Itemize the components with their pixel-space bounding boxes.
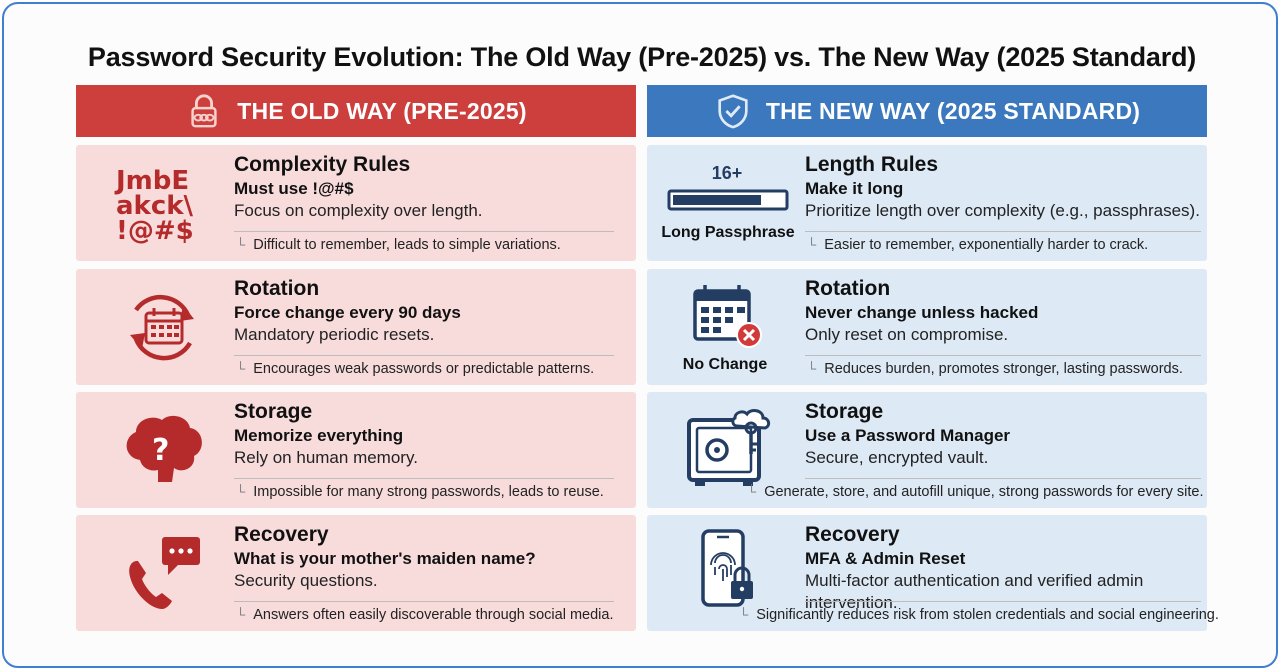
card-subheading: Must use !@#$ [234, 179, 354, 198]
glyph-line-2: akck\ [116, 191, 194, 221]
note-arrow-icon: └ [236, 484, 246, 499]
card-note-text: Difficult to remember, leads to simple v… [253, 237, 561, 253]
safe-cloud-key-icon [659, 398, 799, 502]
svg-text:?: ? [152, 433, 169, 468]
note-arrow-icon: └ [807, 361, 817, 376]
new-recovery-card: Recovery MFA & Admin Reset Multi-factor … [647, 515, 1219, 631]
glyph-line-1: JmbE [114, 166, 189, 196]
note-arrow-icon: └ [236, 607, 246, 622]
divider [805, 231, 1201, 232]
page-title: Password Security Evolution: The Old Way… [87, 42, 1197, 72]
complexity-characters-icon: JmbE akck\ !@#$ [88, 151, 228, 255]
card-note-text: Answers often easily discoverable throug… [253, 607, 614, 623]
divider [234, 601, 614, 602]
card-note-text: Significantly reduces risk from stolen c… [756, 607, 1219, 623]
new-way-header-label: THE NEW WAY (2025 STANDARD) [765, 97, 1141, 124]
divider [234, 355, 614, 356]
card-note: └ Generate, store, and autofill unique, s… [747, 484, 1203, 500]
note-arrow-icon: └ [807, 237, 817, 252]
old-rotation-card: Rotation Force change every 90 days Mand… [76, 269, 636, 385]
card-description: Secure, encrypted vault. [805, 448, 989, 467]
card-description: Mandatory periodic resets. [234, 325, 435, 344]
padlock-chain-icon [191, 94, 217, 128]
new-rotation-card: No Change Rotation Never change unless h… [647, 269, 1207, 385]
card-subheading: Memorize everything [234, 426, 404, 445]
note-arrow-icon: └ [236, 237, 246, 252]
card-description: Multi-factor authentication and verified… [805, 571, 1144, 612]
new-storage-card: Storage Use a Password Manager Secure, e… [647, 392, 1207, 508]
old-complexity-card: JmbE akck\ !@#$ Complexity Rules Must us… [76, 145, 636, 261]
length-count-label: 16+ [712, 163, 743, 183]
card-description: Prioritize length over complexity (e.g.,… [805, 201, 1200, 220]
card-description: Only reset on compromise. [805, 325, 1009, 344]
card-note: └ Encourages weak passwords or predictabl… [236, 361, 594, 377]
old-way-header: THE OLD WAY (PRE-2025) [76, 85, 636, 137]
divider [805, 355, 1201, 356]
shield-check-icon [718, 94, 748, 129]
card-description: Rely on human memory. [234, 448, 418, 467]
old-storage-card: ? Storage Memorize everything Rely on hu… [76, 392, 636, 508]
card-heading: Storage [234, 400, 313, 423]
phone-fingerprint-lock-icon [659, 521, 799, 625]
card-note: └ Difficult to remember, leads to simple … [236, 237, 561, 253]
old-recovery-card: Recovery What is your mother's maiden na… [76, 515, 636, 631]
calendar-rotate-icon [88, 275, 228, 379]
old-way-header-label: THE OLD WAY (PRE-2025) [237, 97, 527, 124]
card-subheading: What is your mother's maiden name? [234, 549, 536, 568]
divider [234, 478, 614, 479]
length-caption: Long Passphrase [661, 224, 794, 241]
phone-chat-icon [88, 521, 228, 625]
new-way-column: THE NEW WAY (2025 STANDARD) 16+ Long Pas… [647, 85, 1219, 631]
card-subheading: Make it long [805, 179, 904, 198]
length-bar-fill [673, 195, 761, 205]
note-arrow-icon: └ [739, 607, 749, 622]
card-note-text: Reduces burden, promotes stronger, lasti… [824, 361, 1183, 377]
card-subheading: Never change unless hacked [805, 303, 1039, 322]
no-change-caption: No Change [683, 356, 768, 373]
card-heading: Complexity Rules [234, 153, 411, 176]
card-description: Focus on complexity over length. [234, 201, 483, 220]
brain-question-icon: ? [88, 398, 228, 502]
glyph-line-3: !@#$ [116, 216, 194, 246]
card-note: └ Reduces burden, promotes stronger, last… [807, 361, 1183, 377]
card-note: └ Answers often easily discoverable throu… [236, 607, 614, 623]
old-way-column: THE OLD WAY (PRE-2025) JmbE akck\ !@#$ C… [76, 85, 636, 631]
card-heading: Storage [805, 400, 884, 423]
card-heading: Rotation [805, 277, 891, 300]
divider [234, 231, 614, 232]
new-way-header: THE NEW WAY (2025 STANDARD) [647, 85, 1207, 137]
length-bar-icon: 16+ Long Passphrase [659, 151, 799, 255]
card-heading: Recovery [805, 523, 900, 546]
note-arrow-icon: └ [747, 484, 757, 499]
card-description: Security questions. [234, 571, 378, 590]
divider [805, 601, 1201, 602]
card-note-text: Generate, store, and autofill unique, st… [764, 484, 1204, 500]
note-arrow-icon: └ [236, 361, 246, 376]
card-subheading: Use a Password Manager [805, 426, 1011, 445]
card-note-text: Easier to remember, exponentially harder… [824, 237, 1149, 253]
divider [805, 478, 1201, 479]
card-note: └ Easier to remember, exponentially harde… [807, 237, 1148, 253]
card-heading: Recovery [234, 523, 329, 546]
card-subheading: Force change every 90 days [234, 303, 461, 322]
card-note-text: Impossible for many strong passwords, le… [253, 484, 604, 500]
card-heading: Rotation [234, 277, 320, 300]
calendar-no-change-icon: No Change [659, 275, 799, 379]
card-heading: Length Rules [805, 153, 939, 176]
card-note: └ Significantly reduces risk from stolen … [739, 607, 1219, 623]
card-note: └ Impossible for many strong passwords, l… [236, 484, 604, 500]
card-subheading: MFA & Admin Reset [805, 549, 966, 568]
new-length-card: 16+ Long Passphrase Length Rules Make it… [647, 145, 1207, 261]
card-note-text: Encourages weak passwords or predictable… [253, 361, 595, 377]
